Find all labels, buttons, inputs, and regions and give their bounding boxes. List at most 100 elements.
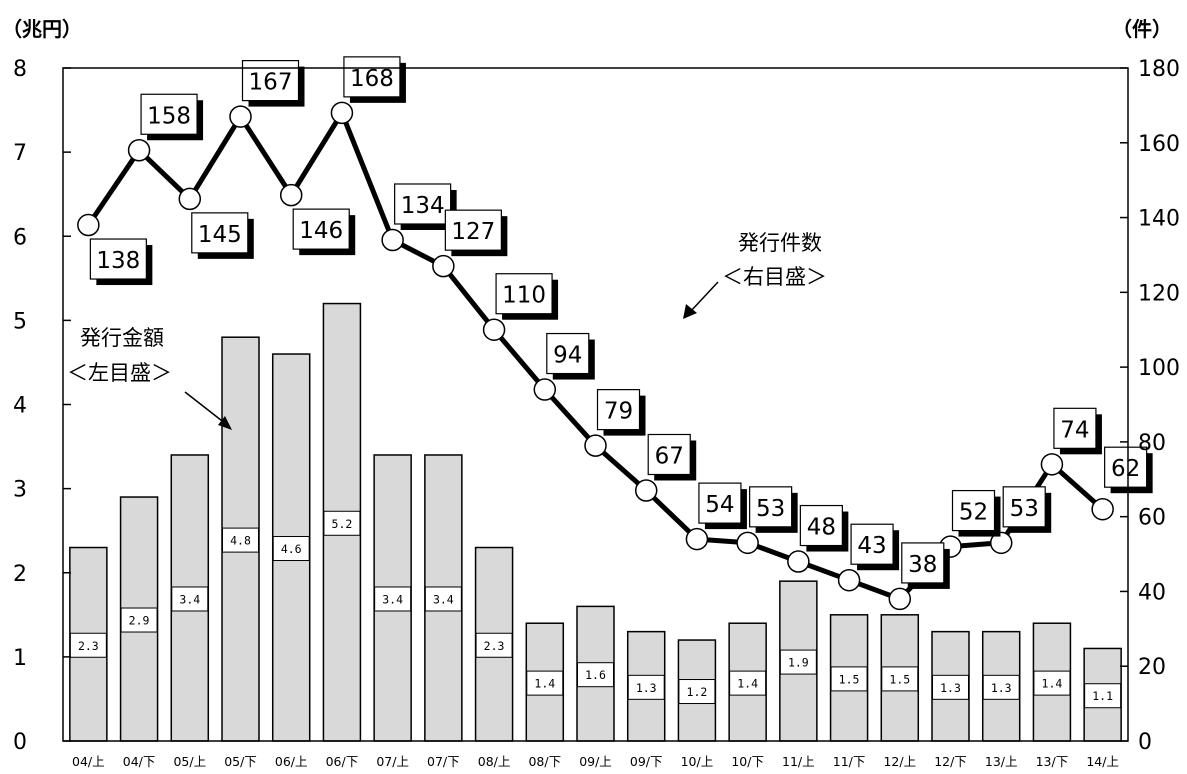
count-marker	[736, 531, 759, 555]
count-value-label: 38	[908, 552, 937, 578]
bar-annotation-line1: 発行金額	[80, 326, 164, 350]
count-marker	[685, 527, 709, 551]
count-label-box	[495, 273, 553, 315]
count-label-box	[1002, 486, 1046, 528]
bar-value-label: 2.3	[484, 639, 505, 653]
category-label: 13/下	[1036, 754, 1069, 769]
bar-value-box	[526, 670, 564, 696]
bar-value-label: 3.4	[382, 592, 403, 606]
count-value-label: 146	[299, 218, 343, 244]
bar-value-box	[830, 666, 868, 692]
line-annotation-arrowhead	[683, 304, 697, 319]
count-label-box	[89, 238, 147, 280]
bars-layer: 2.3 2.9 3.4 4.8 4.6 5.2 3.4 3.4 2.3 1.4 1.6 1.3 1.2 1…	[69, 302, 1122, 742]
category-label: 04/下	[123, 754, 156, 769]
right-tick-label: 40	[1138, 580, 1166, 605]
count-value-label: 53	[756, 496, 785, 522]
bar-value-label: 1.5	[839, 672, 860, 686]
category-label: 08/下	[528, 754, 561, 769]
count-value-label: 43	[857, 533, 886, 559]
count-value-label: 62	[1111, 456, 1140, 482]
bar-value-box	[69, 632, 107, 658]
bar-value-box	[475, 632, 513, 658]
bar-value-label: 4.8	[230, 534, 251, 548]
category-label: 11/下	[833, 754, 866, 769]
count-label-box	[749, 486, 793, 528]
bar-value-box	[120, 607, 158, 633]
bar-value-box	[374, 586, 412, 612]
bar-value-label: 4.6	[281, 542, 302, 556]
left-tick-label: 0	[13, 730, 27, 755]
bar-value-label: 1.9	[788, 656, 809, 670]
bar-value-box	[729, 670, 767, 696]
count-marker	[584, 434, 607, 457]
count-label-box	[1104, 446, 1148, 488]
count-value-label: 54	[705, 492, 734, 518]
category-label: 10/上	[681, 754, 714, 769]
bar-annotation-arrow	[184, 391, 227, 425]
bar-value-label: 1.6	[585, 668, 606, 682]
category-label: 05/上	[173, 754, 206, 769]
category-label: 06/下	[326, 754, 359, 769]
count-label-box	[140, 93, 198, 135]
bar-series-annotation: 発行金額 ＜左目盛＞	[67, 326, 232, 430]
bar-value-label: 1.4	[534, 677, 555, 691]
count-label-box	[951, 489, 996, 532]
count-label-box	[292, 208, 350, 250]
right-tick-label: 0	[1138, 730, 1152, 755]
category-label: 07/下	[427, 754, 460, 769]
count-value-label: 74	[1060, 417, 1089, 443]
left-tick-label: 1	[13, 646, 27, 671]
bar-value-label: 1.3	[991, 681, 1012, 695]
count-value-label: 67	[655, 443, 684, 469]
count-label-box	[596, 389, 641, 431]
bar-value-box	[171, 586, 209, 612]
count-label-box	[901, 542, 945, 584]
count-marker	[482, 318, 506, 341]
left-tick-label: 3	[13, 478, 27, 503]
count-value-label: 127	[451, 219, 495, 245]
bar-value-label: 2.9	[129, 614, 150, 628]
bar-value-label: 1.5	[889, 672, 910, 686]
count-label-box	[799, 504, 843, 547]
right-tick-label: 120	[1138, 281, 1180, 306]
count-marker	[77, 213, 100, 237]
count-label-box	[850, 523, 894, 565]
count-label-box	[191, 212, 249, 254]
right-tick-label: 100	[1138, 356, 1180, 381]
category-label: 06/上	[275, 754, 308, 769]
count-value-label: 52	[959, 500, 988, 526]
count-marker	[1040, 453, 1064, 476]
category-label: 10/下	[731, 754, 764, 769]
count-label-box	[394, 183, 452, 225]
x-axis: 04/上 04/下 05/上 05/下 06/上 06/下 07/上 07/下 08/上 08/下…	[72, 754, 1119, 769]
bar-value-box	[779, 649, 817, 675]
right-tick-label: 80	[1138, 431, 1166, 456]
count-marker	[634, 479, 658, 502]
count-value-label: 48	[807, 515, 836, 541]
count-value-label: 167	[249, 70, 293, 96]
category-label: 08/上	[478, 754, 511, 769]
count-marker	[888, 587, 912, 611]
count-marker	[279, 183, 303, 207]
bar-value-box	[1084, 683, 1122, 709]
bar-value-label: 1.1	[1092, 689, 1113, 703]
line-annotation-line2: ＜右目盛＞	[722, 265, 827, 289]
bar-value-box	[932, 674, 969, 700]
count-value-label: 138	[96, 248, 140, 274]
count-label-box	[1053, 407, 1097, 449]
left-tick-label: 5	[13, 309, 27, 334]
count-label-box	[343, 56, 401, 98]
left-tick-label: 4	[13, 394, 27, 419]
count-marker	[229, 105, 252, 128]
bar-value-box	[982, 674, 1020, 700]
bar-value-label: 1.3	[636, 681, 657, 695]
bar-value-label: 3.4	[433, 592, 454, 606]
bar-annotation-arrowhead	[218, 416, 232, 430]
bar-value-box	[424, 586, 462, 612]
count-value-label: 79	[604, 399, 633, 425]
count-marker	[127, 139, 151, 162]
category-label: 09/下	[630, 754, 663, 769]
left-axis: 0 1 2 3 4 5 6 7 8	[13, 57, 71, 755]
